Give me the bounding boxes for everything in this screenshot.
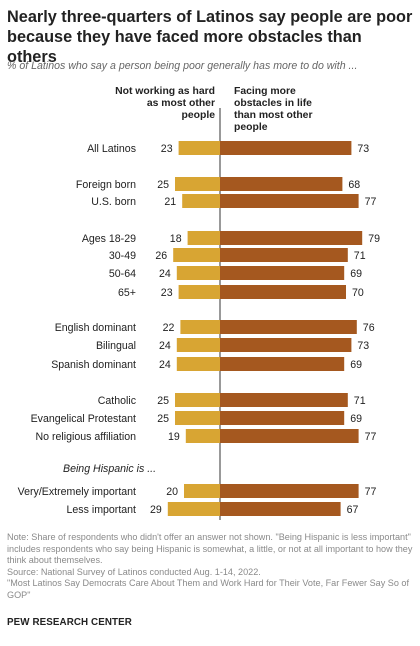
bar-right-11 [220, 411, 345, 425]
bar-left-14 [167, 502, 220, 516]
bar-right-14 [220, 502, 341, 516]
row-label-13: Very/Extremely important [18, 486, 136, 498]
row-label-14: Less important [67, 504, 137, 516]
pew-logo-text: PEW RESEARCH CENTER [7, 617, 132, 628]
bar-right-0 [220, 141, 352, 155]
bar-left-13 [184, 484, 220, 498]
value-label-right-14: 67 [347, 504, 359, 516]
row-label-0: All Latinos [87, 143, 136, 155]
bar-left-9 [176, 357, 220, 371]
report-title: "Most Latinos Say Democrats Care About T… [7, 578, 410, 600]
bar-right-1 [220, 177, 343, 191]
value-label-left-14: 29 [150, 504, 162, 516]
row-label-5: 50-64 [109, 268, 136, 280]
value-label-left-0: 23 [161, 143, 173, 155]
value-label-right-5: 69 [350, 268, 362, 280]
value-label-left-9: 24 [159, 359, 171, 371]
value-label-left-13: 20 [166, 486, 178, 498]
value-label-right-0: 73 [357, 143, 369, 155]
value-label-left-12: 19 [168, 431, 180, 443]
value-label-right-11: 69 [350, 413, 362, 425]
row-label-12: No religious affiliation [35, 431, 136, 443]
bar-left-12 [185, 429, 220, 443]
bar-right-7 [220, 320, 357, 334]
source-text: Source: National Survey of Latinos condu… [7, 566, 261, 577]
value-label-right-6: 70 [352, 287, 364, 299]
bar-left-11 [175, 411, 220, 425]
group-heading-label: Being Hispanic is ... [63, 463, 156, 475]
value-label-right-12: 77 [365, 431, 377, 443]
bar-left-4 [173, 248, 220, 262]
row-label-4: 30-49 [109, 250, 136, 262]
row-label-11: Evangelical Protestant [31, 413, 136, 425]
row-label-8: Bilingual [96, 340, 136, 352]
value-label-left-10: 25 [157, 395, 169, 407]
value-label-left-4: 26 [155, 250, 167, 262]
row-label-9: Spanish dominant [51, 359, 136, 371]
value-label-right-1: 68 [348, 179, 360, 191]
bar-right-13 [220, 484, 359, 498]
notes-block: Note: Share of respondents who didn't of… [7, 532, 415, 602]
bar-right-6 [220, 285, 346, 299]
value-label-right-2: 77 [365, 196, 377, 208]
bar-left-10 [175, 393, 220, 407]
left-series-header: Not working as hard as most other people [115, 86, 215, 121]
row-label-3: Ages 18-29 [82, 233, 136, 245]
bar-left-2 [182, 194, 220, 208]
value-label-right-4: 71 [354, 250, 366, 262]
note-text: Note: Share of respondents who didn't of… [7, 532, 413, 566]
value-label-right-3: 79 [368, 233, 380, 245]
bar-left-5 [176, 266, 220, 280]
value-label-left-3: 18 [170, 233, 182, 245]
value-label-left-11: 25 [157, 413, 169, 425]
value-label-right-13: 77 [365, 486, 377, 498]
value-label-left-5: 24 [159, 268, 171, 280]
value-label-right-10: 71 [354, 395, 366, 407]
value-label-right-7: 76 [363, 322, 375, 334]
value-label-left-6: 23 [161, 287, 173, 299]
value-label-left-2: 21 [164, 196, 176, 208]
row-label-6: 65+ [118, 287, 136, 299]
value-label-left-1: 25 [157, 179, 169, 191]
bar-right-4 [220, 248, 348, 262]
chart-subtitle: % of Latinos who say a person being poor… [7, 60, 358, 72]
bar-right-12 [220, 429, 359, 443]
bar-left-6 [178, 285, 220, 299]
bar-left-7 [180, 320, 220, 334]
row-label-7: English dominant [55, 322, 136, 334]
value-label-left-8: 24 [159, 340, 171, 352]
bar-right-3 [220, 231, 363, 245]
row-label-2: U.S. born [91, 196, 136, 208]
value-label-right-9: 69 [350, 359, 362, 371]
bar-left-0 [178, 141, 220, 155]
bar-right-9 [220, 357, 345, 371]
bar-right-10 [220, 393, 348, 407]
diverging-bar-chart: Being Hispanic is ... All Latinos 23 73 Fore… [18, 108, 380, 520]
bar-left-1 [175, 177, 220, 191]
bar-left-3 [187, 231, 220, 245]
bar-right-8 [220, 338, 352, 352]
chart-title: Nearly three-quarters of Latinos say peo… [7, 8, 413, 66]
row-label-1: Foreign born [76, 179, 136, 191]
right-series-header: Facing more obstacles in life than most … [234, 86, 313, 133]
bar-right-2 [220, 194, 359, 208]
value-label-left-7: 22 [163, 322, 175, 334]
bar-left-8 [176, 338, 220, 352]
row-label-10: Catholic [98, 395, 137, 407]
value-label-right-8: 73 [357, 340, 369, 352]
bar-right-5 [220, 266, 345, 280]
